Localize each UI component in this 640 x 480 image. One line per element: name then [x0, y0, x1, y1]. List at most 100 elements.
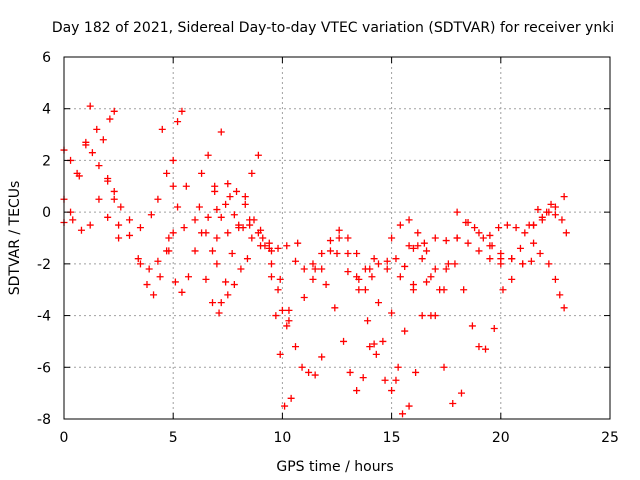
data-point — [326, 237, 334, 245]
data-point — [405, 242, 413, 250]
data-point — [246, 216, 254, 224]
data-point — [274, 286, 282, 294]
series-track-17 — [300, 234, 376, 301]
data-point — [126, 216, 134, 224]
data-point — [486, 231, 494, 239]
data-point — [237, 265, 245, 273]
data-point — [143, 281, 151, 289]
data-point — [359, 374, 367, 382]
data-point — [182, 182, 190, 190]
data-point — [318, 353, 326, 361]
data-point — [399, 410, 407, 418]
data-point — [272, 312, 280, 320]
data-point — [388, 234, 396, 242]
data-point — [95, 195, 103, 203]
data-point — [117, 203, 125, 211]
data-point — [136, 260, 144, 268]
y-tick-label: 0 — [42, 205, 51, 221]
data-point — [326, 247, 334, 255]
data-point — [278, 306, 286, 314]
data-point — [209, 247, 217, 255]
data-point — [154, 195, 162, 203]
data-point — [366, 343, 374, 351]
data-point — [370, 340, 378, 348]
series-track-18 — [311, 265, 391, 395]
data-point — [294, 239, 302, 247]
data-point — [224, 291, 232, 299]
data-point — [409, 244, 417, 252]
x-axis-label: GPS time / hours — [276, 459, 393, 475]
data-point — [534, 206, 542, 214]
series-track-14 — [213, 216, 273, 247]
data-point — [383, 265, 391, 273]
data-point — [508, 255, 516, 263]
data-point — [379, 337, 387, 345]
y-tick-label: -2 — [37, 257, 51, 273]
data-point — [414, 229, 422, 237]
data-point — [75, 172, 83, 180]
series-track-31 — [530, 203, 570, 237]
data-point — [396, 221, 404, 229]
data-point — [451, 260, 459, 268]
data-point — [556, 291, 564, 299]
data-point — [440, 363, 448, 371]
data-point — [224, 180, 232, 188]
data-point — [396, 273, 404, 281]
data-point — [145, 265, 153, 273]
x-tick-label: 15 — [383, 430, 401, 446]
data-point — [178, 288, 186, 296]
data-point — [134, 255, 142, 263]
data-point — [261, 242, 269, 250]
data-point — [235, 221, 243, 229]
data-point — [521, 229, 529, 237]
data-point — [198, 169, 206, 177]
data-point — [300, 265, 308, 273]
data-point — [292, 257, 300, 265]
data-point — [163, 169, 171, 177]
data-point — [165, 234, 173, 242]
data-point — [267, 260, 275, 268]
data-point — [233, 187, 241, 195]
data-point — [449, 399, 457, 407]
data-point — [298, 363, 306, 371]
data-point — [69, 216, 77, 224]
data-point — [423, 247, 431, 255]
data-point — [457, 389, 465, 397]
data-point — [215, 309, 223, 317]
series-track-11 — [213, 200, 302, 252]
data-point — [224, 229, 232, 237]
data-point — [442, 237, 450, 245]
series-track-1 — [60, 138, 118, 203]
data-point — [174, 118, 182, 126]
data-point — [283, 242, 291, 250]
data-point — [318, 250, 326, 258]
data-point — [431, 234, 439, 242]
data-point — [344, 234, 352, 242]
data-point — [318, 265, 326, 273]
data-point — [418, 255, 426, 263]
data-point — [309, 275, 317, 283]
data-point — [468, 322, 476, 330]
data-point — [551, 275, 559, 283]
data-point — [217, 299, 225, 307]
series-track-23 — [392, 273, 435, 418]
data-point — [368, 273, 376, 281]
data-point — [248, 169, 256, 177]
data-point — [110, 187, 118, 195]
series-track-12 — [224, 180, 293, 330]
data-point — [366, 265, 374, 273]
data-point — [545, 260, 553, 268]
data-point — [243, 255, 251, 263]
y-tick-label: -8 — [37, 412, 51, 428]
data-point — [346, 368, 354, 376]
data-point — [86, 102, 94, 110]
data-point — [418, 312, 426, 320]
data-point — [281, 402, 289, 410]
data-point — [106, 115, 114, 123]
data-point — [104, 175, 112, 183]
data-point — [355, 286, 363, 294]
series-track-15 — [267, 247, 326, 379]
data-point — [276, 275, 284, 283]
data-point — [267, 273, 275, 281]
data-point — [335, 234, 343, 242]
